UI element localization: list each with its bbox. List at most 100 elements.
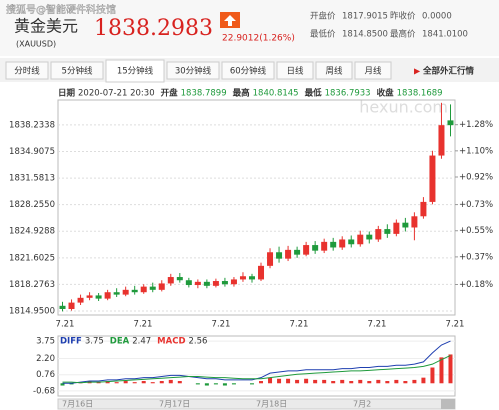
x-tick-label: 7.21	[290, 320, 309, 330]
macd-bar	[403, 381, 408, 384]
macd-bar	[96, 382, 101, 384]
y2-tick-label: +0.92%	[459, 172, 493, 182]
candle-body	[113, 292, 120, 295]
info-value: 1838.7899	[181, 89, 227, 99]
macd-bar	[204, 383, 209, 386]
macd-bar	[394, 379, 399, 384]
y-tick-label: 1818.2763	[9, 280, 55, 290]
tab[interactable]	[166, 61, 220, 80]
tab[interactable]	[221, 61, 275, 80]
candle-body	[267, 252, 274, 266]
header-bg	[0, 0, 499, 56]
up-arrow	[224, 15, 236, 26]
info-value: 1836.7933	[325, 89, 371, 99]
macd-bar	[412, 379, 417, 384]
macd-bar	[177, 381, 182, 384]
tab[interactable]	[354, 61, 392, 80]
legend-value: 2.47	[132, 337, 151, 347]
stat-label: 开盘价	[310, 11, 336, 22]
y-tick-label: 1834.9075	[9, 147, 55, 157]
macd-bar	[376, 379, 381, 384]
candle-body	[158, 283, 165, 290]
candle-body	[330, 241, 337, 248]
macd-bar	[385, 381, 390, 384]
stat-label: 最低价	[310, 29, 336, 40]
tab[interactable]	[315, 61, 353, 80]
candle-body	[276, 252, 283, 259]
scroll-thumb[interactable]	[441, 399, 455, 409]
macd-bar	[349, 381, 354, 384]
candle-body	[357, 234, 364, 245]
tab-label[interactable]: 5分钟线	[62, 66, 93, 77]
tab-label[interactable]: 分时线	[14, 66, 40, 77]
info-label: 日期	[58, 88, 76, 99]
macd-bar	[313, 379, 318, 384]
info-label: 收盘	[377, 88, 395, 99]
info-label: 开盘	[161, 88, 179, 99]
macd-bar	[277, 378, 282, 384]
macd-frame	[57, 335, 456, 397]
macd-bar	[304, 378, 309, 384]
legend-name: DIFF	[60, 337, 82, 347]
legend-value: 3.75	[85, 337, 104, 347]
watermark: 搜狐号@智能硬件科技馆	[6, 3, 116, 16]
info-value: 2020-07-21 20:30	[78, 89, 155, 99]
date-label: 7月16日	[62, 400, 93, 409]
brand-watermark: hexun.com	[359, 98, 448, 117]
info-value: 1840.8145	[253, 89, 299, 99]
y2-tick-label: +0.55%	[459, 226, 493, 236]
tab-label[interactable]: 月线	[364, 66, 382, 77]
tab-label[interactable]: 15分钟线	[117, 66, 154, 77]
macd-bar	[150, 382, 155, 384]
candle-body	[248, 276, 255, 280]
candle-body	[429, 155, 436, 202]
macd-bar	[222, 383, 227, 386]
all-fx[interactable]: 全部外汇行情	[422, 66, 475, 77]
all-fx-arrow: ▶	[414, 67, 421, 76]
candle-body	[312, 245, 319, 251]
tab[interactable]	[50, 61, 104, 80]
candle-body	[438, 125, 445, 156]
candle-body	[194, 281, 201, 286]
macd-y-label: 3.75	[36, 337, 55, 347]
tab-label[interactable]: 60分钟线	[230, 66, 267, 77]
candle-body	[104, 292, 111, 299]
candle-body	[95, 295, 102, 299]
macd-bar	[105, 381, 110, 384]
tab-label[interactable]: 30分钟线	[175, 66, 212, 77]
stat-value: 1814.8500	[342, 30, 388, 40]
tab[interactable]	[276, 61, 314, 80]
y-tick-label: 1814.9500	[9, 307, 55, 317]
legend-name: DEA	[110, 337, 130, 347]
macd-bar	[249, 383, 254, 385]
y-tick-label: 1831.5813	[9, 174, 55, 184]
candle-body	[303, 245, 310, 255]
change: 22.9012(1.26%)	[222, 34, 295, 44]
candle-body	[339, 239, 346, 248]
y-tick-label: 1821.6025	[9, 253, 55, 263]
tab-label[interactable]: 日线	[286, 66, 304, 77]
candle-body	[140, 286, 147, 293]
tab[interactable]	[105, 59, 165, 83]
tab-label[interactable]: 周线	[325, 66, 343, 77]
macd-bar	[159, 381, 164, 384]
candle-body	[447, 120, 454, 126]
candle-body	[402, 222, 409, 228]
macd-bar	[123, 381, 128, 384]
y2-tick-label: +0.18%	[459, 280, 493, 290]
macd-bar	[132, 382, 137, 384]
date-label: 7月17日	[159, 400, 190, 409]
tab[interactable]	[5, 61, 49, 80]
candle-body	[167, 277, 174, 284]
macd-bar	[331, 381, 336, 384]
macd-bar	[295, 379, 300, 384]
candle-body	[285, 249, 292, 259]
date-label: 7月18日	[256, 400, 287, 409]
candle-body	[77, 297, 84, 303]
candle-body	[122, 289, 129, 295]
candle-body	[203, 281, 210, 286]
date-label: 7月2	[353, 400, 371, 409]
candle-body	[321, 241, 328, 251]
info-value: 1838.1689	[397, 89, 443, 99]
candle-body	[221, 281, 228, 285]
